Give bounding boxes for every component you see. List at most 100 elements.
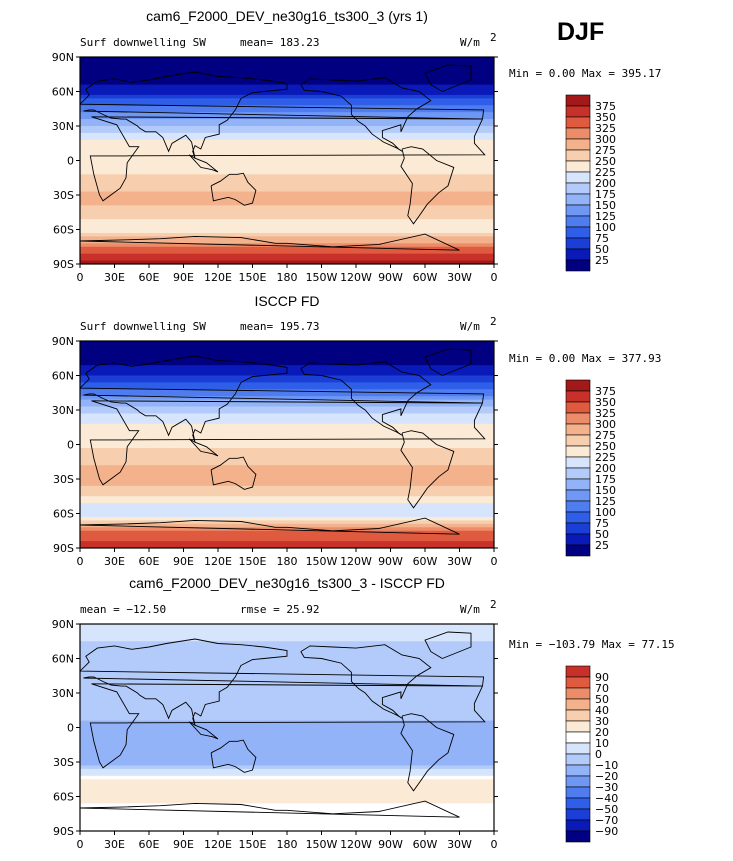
latitude-band xyxy=(80,403,494,408)
coastline xyxy=(300,77,432,152)
latitude-band xyxy=(80,361,494,366)
lon-tick-label: 60E xyxy=(139,838,160,851)
latitude-band xyxy=(80,679,494,684)
latitude-band xyxy=(80,236,494,241)
legend-swatch xyxy=(565,226,591,239)
panel-mean-label: rmse = 25.92 xyxy=(240,603,319,616)
latitude-band xyxy=(80,727,494,732)
latitude-band xyxy=(80,392,494,397)
lon-tick-label: 120W xyxy=(340,271,372,284)
latitude-band xyxy=(80,537,494,542)
lon-tick-label: 30W xyxy=(447,271,472,284)
legend-label: −90 xyxy=(595,825,618,838)
latitude-band xyxy=(80,523,494,528)
legend-label: 250 xyxy=(595,440,616,453)
lon-tick-label: 60W xyxy=(413,555,438,568)
latitude-band xyxy=(80,737,494,742)
latitude-band xyxy=(80,489,494,494)
latitude-band xyxy=(80,184,494,189)
latitude-band xyxy=(80,385,494,390)
coastline xyxy=(80,800,460,818)
coastline xyxy=(80,638,485,726)
latitude-band xyxy=(80,641,494,646)
latitude-band xyxy=(80,119,494,124)
latitude-band xyxy=(80,782,494,787)
units-label: W/m xyxy=(460,36,480,49)
panel-left-label: Surf downwelling SW xyxy=(80,320,206,333)
season-label: DJF xyxy=(557,18,605,46)
latitude-band xyxy=(80,454,494,459)
coastline xyxy=(424,64,472,92)
latitude-band xyxy=(80,468,494,473)
legend-label: 350 xyxy=(595,111,616,124)
lon-tick-label: 150E xyxy=(239,271,267,284)
latitude-band xyxy=(80,129,494,134)
latitude-band xyxy=(80,108,494,113)
legend-label: −10 xyxy=(595,759,618,772)
legend-label: 20 xyxy=(595,726,609,739)
latitude-band xyxy=(80,817,494,822)
latitude-band xyxy=(80,420,494,425)
latitude-band xyxy=(80,758,494,763)
latitude-band xyxy=(80,789,494,794)
latitude-band xyxy=(80,160,494,165)
legend-swatch xyxy=(565,259,591,272)
latitude-band xyxy=(80,479,494,484)
latitude-band xyxy=(80,799,494,804)
latitude-band xyxy=(80,406,494,411)
latitude-band xyxy=(80,181,494,186)
lat-tick-label: 0 xyxy=(67,439,74,452)
latitude-band xyxy=(80,796,494,801)
legend-swatch xyxy=(565,808,591,821)
latitude-band xyxy=(80,806,494,811)
legend-swatch xyxy=(565,742,591,755)
coastline xyxy=(210,456,257,490)
latitude-band xyxy=(80,212,494,217)
latitude-band xyxy=(80,824,494,829)
lat-tick-label: 60N xyxy=(52,653,74,666)
legend-label: 200 xyxy=(595,462,616,475)
latitude-band xyxy=(80,434,494,439)
min-max-label: Min = −103.79 Max = 77.15 xyxy=(509,638,675,651)
lat-tick-label: 60S xyxy=(53,224,74,237)
legend-label: 50 xyxy=(595,243,609,256)
lon-tick-label: 60E xyxy=(139,555,160,568)
latitude-band xyxy=(80,174,494,179)
latitude-band xyxy=(80,57,494,62)
latitude-band xyxy=(80,482,494,487)
latitude-band xyxy=(80,734,494,739)
lon-tick-label: 60W xyxy=(413,838,438,851)
latitude-band xyxy=(80,143,494,148)
latitude-band xyxy=(80,451,494,456)
latitude-band xyxy=(80,541,494,546)
lon-tick-label: 120E xyxy=(204,555,232,568)
coastline xyxy=(424,348,472,376)
legend-label: 30 xyxy=(595,715,609,728)
coastline xyxy=(188,154,219,173)
latitude-band xyxy=(80,112,494,117)
latitude-band xyxy=(80,246,494,251)
lat-tick-label: 90N xyxy=(52,618,74,631)
latitude-band xyxy=(80,693,494,698)
legend-label: −50 xyxy=(595,803,618,816)
lat-tick-label: 60N xyxy=(52,370,74,383)
lon-tick-label: 180 xyxy=(277,555,298,568)
legend-swatch xyxy=(565,830,591,843)
latitude-band xyxy=(80,215,494,220)
lon-tick-label: 60E xyxy=(139,271,160,284)
panel-left-label: mean = −12.50 xyxy=(80,603,166,616)
latitude-band xyxy=(80,413,494,418)
lon-tick-label: 0 xyxy=(77,838,84,851)
latitude-band xyxy=(80,741,494,746)
latitude-band xyxy=(80,63,494,68)
latitude-band xyxy=(80,150,494,155)
coastline xyxy=(210,739,257,773)
panel-3: cam6_F2000_DEV_ne30g16_ts300_3 - ISCCP F… xyxy=(52,575,675,851)
legend-label: 125 xyxy=(595,495,616,508)
latitude-band xyxy=(80,689,494,694)
latitude-band xyxy=(80,458,494,463)
lat-tick-label: 0 xyxy=(67,155,74,168)
latitude-band xyxy=(80,447,494,452)
legend-label: −30 xyxy=(595,781,618,794)
